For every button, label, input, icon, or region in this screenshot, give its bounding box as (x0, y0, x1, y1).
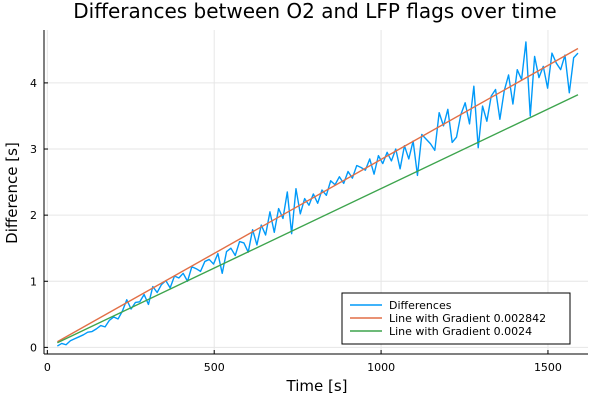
axes (43, 30, 588, 355)
y-tick-label: 3 (30, 143, 37, 156)
x-tick-label: 1500 (534, 361, 562, 374)
x-tick-label: 0 (44, 361, 51, 374)
y-tick-label: 4 (30, 77, 37, 90)
legend: Differences Line with Gradient 0.002842 … (341, 292, 571, 345)
grid (44, 30, 588, 354)
x-tick-label: 500 (204, 361, 225, 374)
series-differences (56, 41, 579, 347)
legend-label-gradient-0024: Line with Gradient 0.0024 (389, 325, 532, 338)
tick-labels: 0 500 1000 1500 0 1 2 3 4 (30, 77, 562, 374)
y-tick-label: 2 (30, 209, 37, 222)
y-tick-label: 0 (30, 341, 37, 354)
series-gradient-0024 (57, 94, 579, 344)
x-axis-label: Time [s] (286, 377, 348, 395)
series-gradient-002842 (57, 47, 579, 343)
chart-title: Differances between O2 and LFP flags ove… (73, 0, 556, 23)
series-lines (56, 41, 579, 347)
y-axis-label: Difference [s] (3, 142, 21, 244)
legend-label-differences: Differences (389, 299, 452, 312)
y-tick-label: 1 (30, 275, 37, 288)
legend-label-gradient-002842: Line with Gradient 0.002842 (389, 312, 546, 325)
x-tick-label: 1000 (367, 361, 395, 374)
